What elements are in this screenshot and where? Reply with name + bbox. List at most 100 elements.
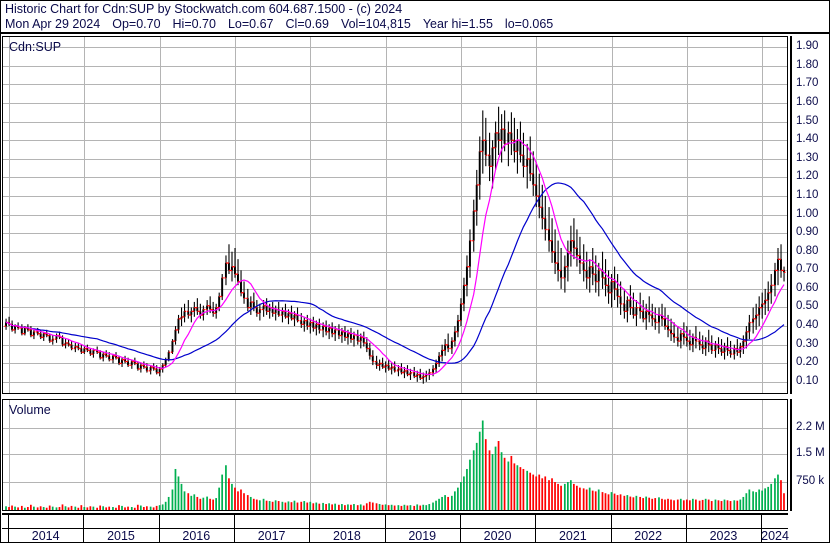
volume-plot [5, 420, 785, 510]
quote-year-low: lo=0.065 [504, 17, 554, 31]
time-axis: 2014 2015 2016 2017 2018 2019 2020 2021 2022 2023… [2, 513, 789, 543]
candlestick-series [5, 106, 785, 384]
price-tick-label: 1.80 [796, 58, 819, 71]
header-quote-line: Mon Apr 29 2024 Op=0.70 Hi=0.70 Lo=0.67 Cl=0… [5, 17, 829, 32]
time-axis-separator [460, 515, 461, 542]
price-gridline [3, 122, 787, 123]
time-axis-label: 2021 [558, 529, 587, 543]
time-axis-label: 2019 [408, 529, 437, 543]
price-gridline [3, 252, 787, 253]
time-axis-label: 2020 [483, 529, 512, 543]
price-gridline [3, 307, 787, 308]
price-gridline [3, 326, 787, 327]
quote-volume: Vol=104,815 [340, 17, 411, 31]
quote-year-high: Year hi=1.55 [422, 17, 493, 31]
price-tick-label: 1.90 [796, 40, 819, 53]
long-moving-average-line [5, 182, 785, 364]
time-axis-separator [761, 515, 762, 542]
price-year-gridline [160, 37, 161, 393]
time-axis-separator [8, 515, 9, 542]
volume-bar-series [5, 420, 785, 510]
time-axis-tail [790, 513, 829, 542]
open-close-tick-series [4, 128, 786, 379]
time-axis-label: 2024 [761, 529, 789, 543]
volume-panel-caption: Volume [9, 403, 51, 417]
price-tick-label: 1.20 [796, 170, 819, 183]
volume-year-gridline [612, 400, 613, 510]
price-year-gridline [84, 37, 85, 393]
header-title-line: Historic Chart for Cdn:SUP by Stockwatch… [5, 2, 403, 16]
price-gridline [3, 382, 787, 383]
price-gridline [3, 84, 787, 85]
volume-tick-label: 1.5 M [796, 447, 825, 460]
price-gridline [3, 196, 787, 197]
quote-date: Mon Apr 29 2024 [5, 17, 101, 31]
time-axis-separator [234, 515, 235, 542]
price-gridline [3, 47, 787, 48]
quote-close: Cl=0.69 [285, 17, 329, 31]
price-gridline [3, 215, 787, 216]
price-tick-label: 1.60 [796, 95, 819, 108]
volume-year-gridline [9, 400, 10, 510]
price-tick-label: 1.70 [796, 77, 819, 90]
price-panel[interactable]: Cdn:SUP [2, 36, 788, 394]
price-tick-label: 0.60 [796, 281, 819, 294]
price-gridline [3, 140, 787, 141]
time-axis-label: 2015 [107, 529, 135, 543]
time-axis-separator [686, 515, 687, 542]
price-tick-label: 1.00 [796, 207, 819, 220]
short-moving-average-line [5, 139, 785, 376]
time-axis-label: 2023 [709, 529, 738, 543]
time-axis-separator [611, 515, 612, 542]
price-tick-label: 0.90 [796, 226, 819, 239]
price-year-gridline [9, 37, 10, 393]
volume-year-gridline [762, 400, 763, 510]
price-gridline [3, 177, 787, 178]
time-axis-separator [309, 515, 310, 542]
price-year-gridline [461, 37, 462, 393]
price-tick-label: 0.40 [796, 319, 819, 332]
price-year-gridline [235, 37, 236, 393]
price-tick-label: 0.20 [796, 356, 819, 369]
price-year-gridline [687, 37, 688, 393]
volume-gridline [3, 428, 787, 429]
volume-year-gridline [84, 400, 85, 510]
price-year-gridline [762, 37, 763, 393]
quote-low: Lo=0.67 [227, 17, 274, 31]
volume-tick-label: 750 k [796, 475, 825, 488]
price-tick-label: 0.70 [796, 263, 819, 276]
time-axis-separator [83, 515, 84, 542]
volume-year-gridline [310, 400, 311, 510]
price-tick-label: 0.30 [796, 337, 819, 350]
volume-tick-label: 2.2 M [796, 420, 825, 433]
price-tick-label: 0.50 [796, 300, 819, 313]
chart-header: Historic Chart for Cdn:SUP by Stockwatch… [1, 1, 829, 34]
volume-axis: 750 k 1.5 M 2.2 M [790, 399, 829, 511]
price-gridline [3, 103, 787, 104]
volume-panel[interactable]: Volume [2, 399, 788, 511]
volume-gridline [3, 482, 787, 483]
volume-year-gridline [386, 400, 387, 510]
time-axis-label: 2018 [333, 529, 361, 543]
price-gridline [3, 270, 787, 271]
price-gridline [3, 159, 787, 160]
volume-year-gridline [160, 400, 161, 510]
price-tick-label: 0.80 [796, 244, 819, 257]
volume-year-gridline [536, 400, 537, 510]
price-year-gridline [386, 37, 387, 393]
quote-open: Op=0.70 [112, 17, 161, 31]
volume-year-gridline [687, 400, 688, 510]
price-axis: 0.10 0.20 0.30 0.40 0.50 0.60 0.70 0.80 0.90 1.00… [790, 36, 829, 394]
quote-high: Hi=0.70 [172, 17, 216, 31]
price-tick-label: 1.50 [796, 114, 819, 127]
price-tick-label: 1.10 [796, 188, 819, 201]
price-gridline [3, 233, 787, 234]
price-year-gridline [536, 37, 537, 393]
time-axis-label: 2017 [257, 529, 286, 543]
volume-year-gridline [461, 400, 462, 510]
time-axis-separator [535, 515, 536, 542]
time-axis-separator [159, 515, 160, 542]
price-year-gridline [310, 37, 311, 393]
time-axis-label: 2022 [634, 529, 663, 543]
time-axis-label: 2014 [31, 529, 60, 543]
